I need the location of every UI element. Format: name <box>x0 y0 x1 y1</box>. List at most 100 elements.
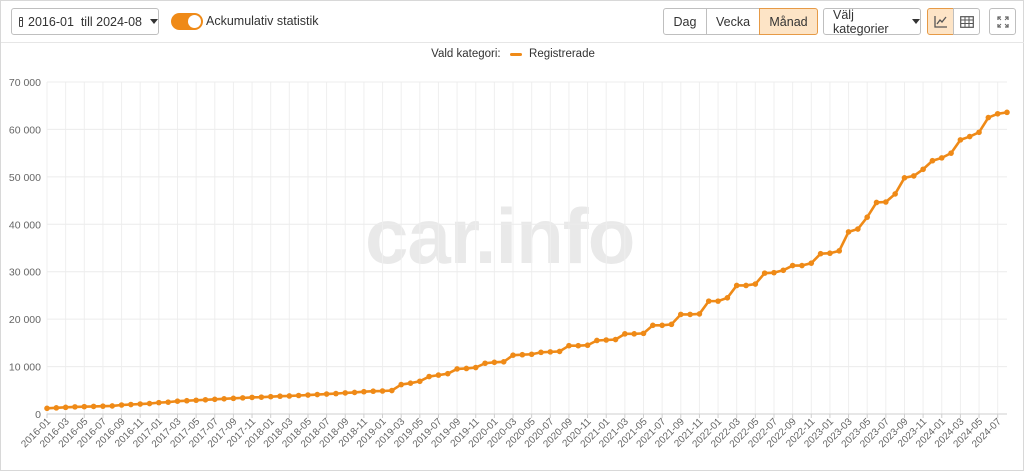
data-point <box>417 378 423 385</box>
cumulative-toggle[interactable] <box>171 13 203 30</box>
data-point <box>994 110 1001 117</box>
data-point <box>948 150 954 156</box>
data-point <box>584 342 591 349</box>
data-point <box>472 364 479 371</box>
data-point <box>267 393 274 400</box>
data-point <box>789 262 796 269</box>
data-point <box>137 401 144 407</box>
data-point <box>985 114 992 121</box>
data-point <box>444 370 451 377</box>
data-point <box>342 390 349 396</box>
data-point <box>230 395 237 402</box>
data-point <box>258 394 265 400</box>
data-point <box>211 396 218 403</box>
data-point <box>361 388 367 395</box>
data-point <box>249 394 255 401</box>
legend-series-name[interactable]: Registrerade <box>529 48 595 60</box>
data-point <box>146 400 153 407</box>
data-point <box>72 404 78 410</box>
period-month-button[interactable]: Månad <box>759 8 818 35</box>
date-range-label: 2016-01 till 2024-08 <box>28 14 142 29</box>
data-point <box>780 267 787 274</box>
category-select-label: Välj kategorier <box>833 7 889 36</box>
data-point <box>398 381 404 388</box>
toggle-knob <box>188 15 201 28</box>
data-point <box>724 295 731 301</box>
data-point <box>733 282 740 289</box>
data-point <box>165 399 171 405</box>
data-point <box>677 311 684 318</box>
table-view-button[interactable] <box>953 8 980 35</box>
y-tick-label: 30 000 <box>9 267 41 279</box>
data-point <box>575 342 582 349</box>
line-chart-icon <box>933 16 947 28</box>
cumulative-toggle-label[interactable]: Ackumulativ statistik <box>206 14 319 28</box>
data-point <box>389 387 395 394</box>
data-point <box>799 262 805 269</box>
data-point <box>566 342 572 349</box>
data-point <box>370 388 377 395</box>
data-point <box>221 396 227 402</box>
data-point <box>845 229 852 235</box>
data-point <box>668 321 675 328</box>
data-point <box>184 397 190 404</box>
line-chart: 0 10 000 20 000 30 000 40 000 50 000 60 000 70 … <box>9 77 1010 450</box>
data-point <box>640 330 647 337</box>
data-point <box>407 380 414 386</box>
data-point <box>612 336 619 343</box>
data-point <box>659 322 665 329</box>
data-point <box>771 269 777 276</box>
data-point <box>305 392 311 398</box>
data-point <box>910 173 917 179</box>
data-point <box>892 191 898 197</box>
data-point <box>855 226 861 232</box>
data-point <box>379 388 386 394</box>
chart-view-button[interactable] <box>927 8 954 35</box>
fullscreen-button[interactable] <box>989 8 1016 35</box>
data-point <box>761 270 768 276</box>
data-point <box>929 157 936 164</box>
data-point <box>976 129 982 136</box>
data-point <box>239 395 246 401</box>
data-point <box>538 349 544 356</box>
data-point <box>491 359 498 366</box>
data-point <box>883 199 889 205</box>
data-point <box>938 155 945 161</box>
data-point <box>323 391 330 397</box>
y-tick-label: 70 000 <box>9 77 41 89</box>
chevron-down-icon <box>912 19 920 24</box>
data-point <box>118 402 125 408</box>
data-point <box>622 331 628 337</box>
y-tick-label: 20 000 <box>9 314 41 326</box>
data-point <box>650 322 656 329</box>
y-tick-label: 60 000 <box>9 124 41 136</box>
data-point <box>556 348 563 355</box>
data-point <box>333 390 339 397</box>
data-point <box>957 137 964 143</box>
data-point <box>528 351 535 358</box>
legend-prefix: Vald kategori: <box>431 48 501 60</box>
data-point <box>864 214 870 220</box>
data-point <box>90 403 97 410</box>
period-day-button[interactable]: Dag <box>663 8 707 35</box>
category-select[interactable]: Välj kategorier <box>823 7 921 36</box>
data-point <box>62 404 69 411</box>
data-point <box>53 405 60 411</box>
y-tick-label: 40 000 <box>9 219 41 231</box>
calendar-icon <box>19 16 24 27</box>
data-point <box>901 175 908 181</box>
series-line-registrerade <box>46 111 1008 410</box>
data-point <box>510 352 516 358</box>
data-point <box>696 311 703 317</box>
data-point <box>174 398 181 404</box>
data-point <box>631 331 637 337</box>
date-range-picker[interactable]: 2016-01 till 2024-08 <box>11 8 159 35</box>
data-point <box>966 133 973 140</box>
legend-swatch <box>509 52 522 56</box>
data-point <box>463 365 470 372</box>
data-point <box>314 391 321 398</box>
period-week-button[interactable]: Vecka <box>706 8 760 35</box>
data-point <box>81 403 88 410</box>
data-point <box>277 393 283 400</box>
